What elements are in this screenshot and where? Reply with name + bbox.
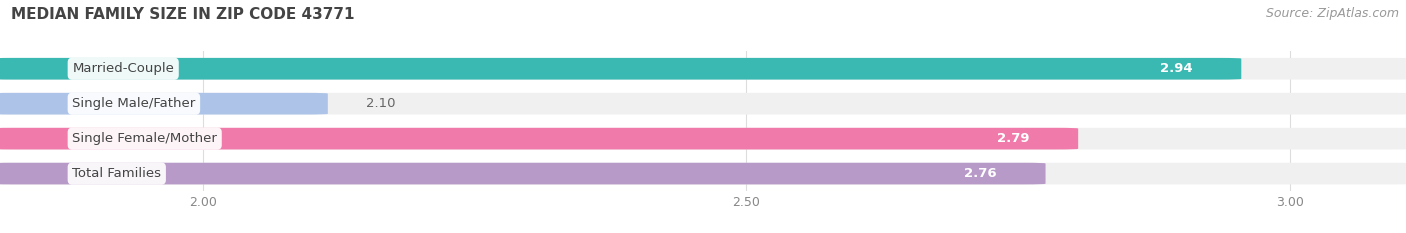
- Text: Single Male/Father: Single Male/Father: [72, 97, 195, 110]
- FancyBboxPatch shape: [0, 58, 1406, 80]
- Text: Single Female/Mother: Single Female/Mother: [72, 132, 217, 145]
- FancyBboxPatch shape: [0, 93, 328, 115]
- Text: Married-Couple: Married-Couple: [72, 62, 174, 75]
- Text: Source: ZipAtlas.com: Source: ZipAtlas.com: [1265, 7, 1399, 20]
- FancyBboxPatch shape: [0, 163, 1046, 185]
- FancyBboxPatch shape: [0, 58, 1241, 80]
- Text: 2.94: 2.94: [1160, 62, 1192, 75]
- FancyBboxPatch shape: [0, 128, 1406, 150]
- Text: 2.76: 2.76: [965, 167, 997, 180]
- Text: MEDIAN FAMILY SIZE IN ZIP CODE 43771: MEDIAN FAMILY SIZE IN ZIP CODE 43771: [11, 7, 354, 22]
- FancyBboxPatch shape: [0, 163, 1406, 185]
- FancyBboxPatch shape: [0, 128, 1078, 150]
- Text: 2.79: 2.79: [997, 132, 1029, 145]
- FancyBboxPatch shape: [0, 93, 1406, 115]
- Text: 2.10: 2.10: [366, 97, 395, 110]
- Text: Total Families: Total Families: [72, 167, 162, 180]
